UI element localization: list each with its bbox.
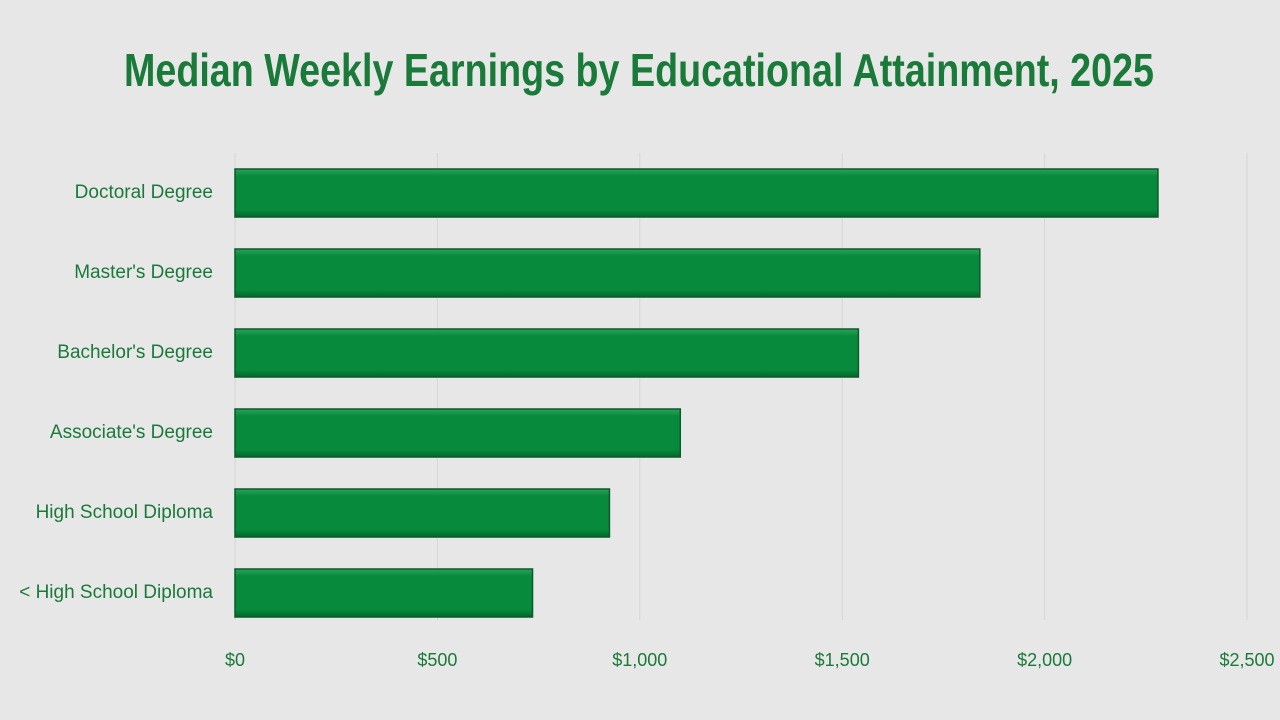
x-tick-label: $1,000 xyxy=(612,650,667,670)
y-tick-label: Bachelor's Degree xyxy=(57,342,213,363)
y-tick-label: Master's Degree xyxy=(74,262,213,283)
y-tick-label: Doctoral Degree xyxy=(75,182,213,203)
bar xyxy=(234,568,534,618)
bar xyxy=(234,408,682,458)
x-tick-label: $0 xyxy=(225,650,245,670)
x-tick-label: $2,500 xyxy=(1219,650,1274,670)
bar xyxy=(234,168,1159,218)
bar xyxy=(234,248,981,298)
y-tick-label: High School Diploma xyxy=(36,502,214,523)
y-tick-label: < High School Diploma xyxy=(19,582,213,603)
bar xyxy=(234,328,860,378)
x-tick-label: $1,500 xyxy=(815,650,870,670)
bar xyxy=(234,488,611,538)
x-tick-label: $500 xyxy=(417,650,457,670)
chart-title: Median Weekly Earnings by Educational At… xyxy=(124,44,1154,96)
y-tick-label: Associate's Degree xyxy=(50,422,213,443)
x-tick-label: $2,000 xyxy=(1017,650,1072,670)
